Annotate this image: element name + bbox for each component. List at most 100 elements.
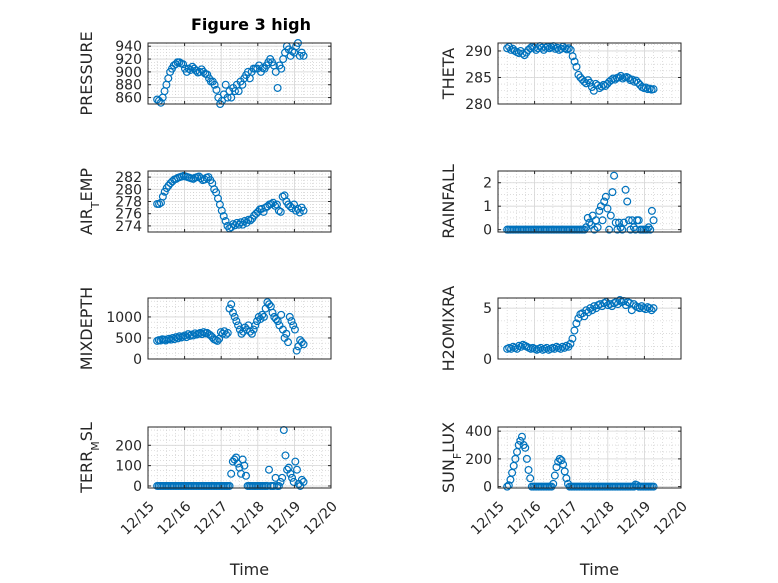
panel-8: 0 200 400SUNFLUX12/1512/1612/1712/1812/191… <box>439 422 691 579</box>
data-point <box>285 312 294 321</box>
data-point <box>274 481 283 490</box>
data-point <box>585 78 594 87</box>
data-point <box>645 304 654 313</box>
data-point <box>619 218 628 227</box>
data-point <box>162 184 171 193</box>
y-tick-label: 0 <box>133 352 142 368</box>
data-point <box>570 57 579 66</box>
data-point <box>299 477 308 486</box>
data-point <box>230 312 239 321</box>
data-point <box>605 225 614 234</box>
data-point <box>212 85 221 94</box>
series <box>503 171 658 234</box>
x-tick-label: 12/17 <box>541 499 581 539</box>
x-tick-label: 12/16 <box>155 499 195 539</box>
axes-frame <box>147 426 332 489</box>
data-point <box>611 75 620 84</box>
data-point <box>237 329 246 338</box>
y-axis-label: PRESSURE <box>77 31 96 115</box>
data-point <box>608 188 617 197</box>
panel-4: 0 1 2 RAINFALL <box>439 164 682 239</box>
data-point <box>234 220 243 229</box>
data-point <box>249 325 258 334</box>
y-tick-label: 280 <box>465 97 492 113</box>
y-tick-label: 100 <box>115 459 142 475</box>
data-point <box>624 74 633 83</box>
y-tick-label: 940 <box>115 39 142 55</box>
data-point <box>562 474 571 483</box>
data-point <box>267 199 276 208</box>
data-point <box>644 223 653 232</box>
data-point <box>297 338 306 347</box>
data-point <box>516 342 525 351</box>
data-point <box>271 315 280 324</box>
data-point <box>557 44 566 53</box>
data-point <box>649 216 658 225</box>
data-point <box>284 338 293 347</box>
data-point <box>647 306 656 315</box>
x-tick-label: 12/19 <box>264 499 304 539</box>
data-point <box>299 206 308 215</box>
data-point <box>232 317 241 326</box>
data-point <box>288 47 297 56</box>
data-point <box>265 465 274 474</box>
y-axis-label: TERRMSL <box>77 422 102 494</box>
x-tick-label: 12/15 <box>468 499 508 539</box>
data-point <box>199 328 208 337</box>
data-point <box>595 206 604 215</box>
data-point <box>552 463 561 472</box>
data-point <box>580 77 589 86</box>
panel-2: 280 285 290 THETA <box>439 42 682 113</box>
data-point <box>282 329 291 338</box>
data-point <box>549 479 558 488</box>
y-tick-label: 0 <box>483 480 492 496</box>
data-point <box>158 192 167 201</box>
y-tick-label: 860 <box>115 91 142 107</box>
data-point <box>623 197 632 206</box>
data-point <box>566 339 575 348</box>
data-point <box>611 298 620 307</box>
data-point <box>268 308 277 317</box>
data-point <box>189 331 198 340</box>
data-point <box>271 201 280 210</box>
data-point <box>557 456 566 465</box>
series <box>503 432 658 491</box>
data-point <box>196 174 205 183</box>
data-point <box>222 330 231 339</box>
data-point <box>615 218 624 227</box>
data-point <box>265 300 274 309</box>
data-point <box>246 216 255 225</box>
y-tick-label: 280 <box>115 182 142 198</box>
data-point <box>228 308 237 317</box>
data-point <box>291 457 300 466</box>
data-point <box>504 481 513 490</box>
data-point <box>277 310 286 319</box>
data-point <box>297 475 306 484</box>
y-axis-label: THETA <box>439 48 458 100</box>
data-point <box>603 204 612 213</box>
y-tick-label: 1000 <box>106 310 142 326</box>
data-point <box>286 469 295 478</box>
data-point <box>583 213 592 222</box>
x-tick-label: 12/19 <box>614 499 654 539</box>
data-point <box>542 343 551 352</box>
data-point <box>292 465 301 474</box>
data-point <box>299 340 308 349</box>
data-point <box>259 312 268 321</box>
data-point <box>173 334 182 343</box>
data-point <box>227 469 236 478</box>
series <box>153 171 308 233</box>
data-point <box>572 319 581 328</box>
series <box>153 426 308 490</box>
data-point <box>273 83 282 92</box>
data-point <box>614 73 623 82</box>
y-tick-label: 2 <box>483 176 492 192</box>
data-point <box>225 481 234 490</box>
data-point <box>286 202 295 211</box>
data-point <box>258 310 267 319</box>
axes-frame <box>497 170 682 233</box>
data-point <box>526 474 535 483</box>
axes-frame <box>497 42 682 105</box>
